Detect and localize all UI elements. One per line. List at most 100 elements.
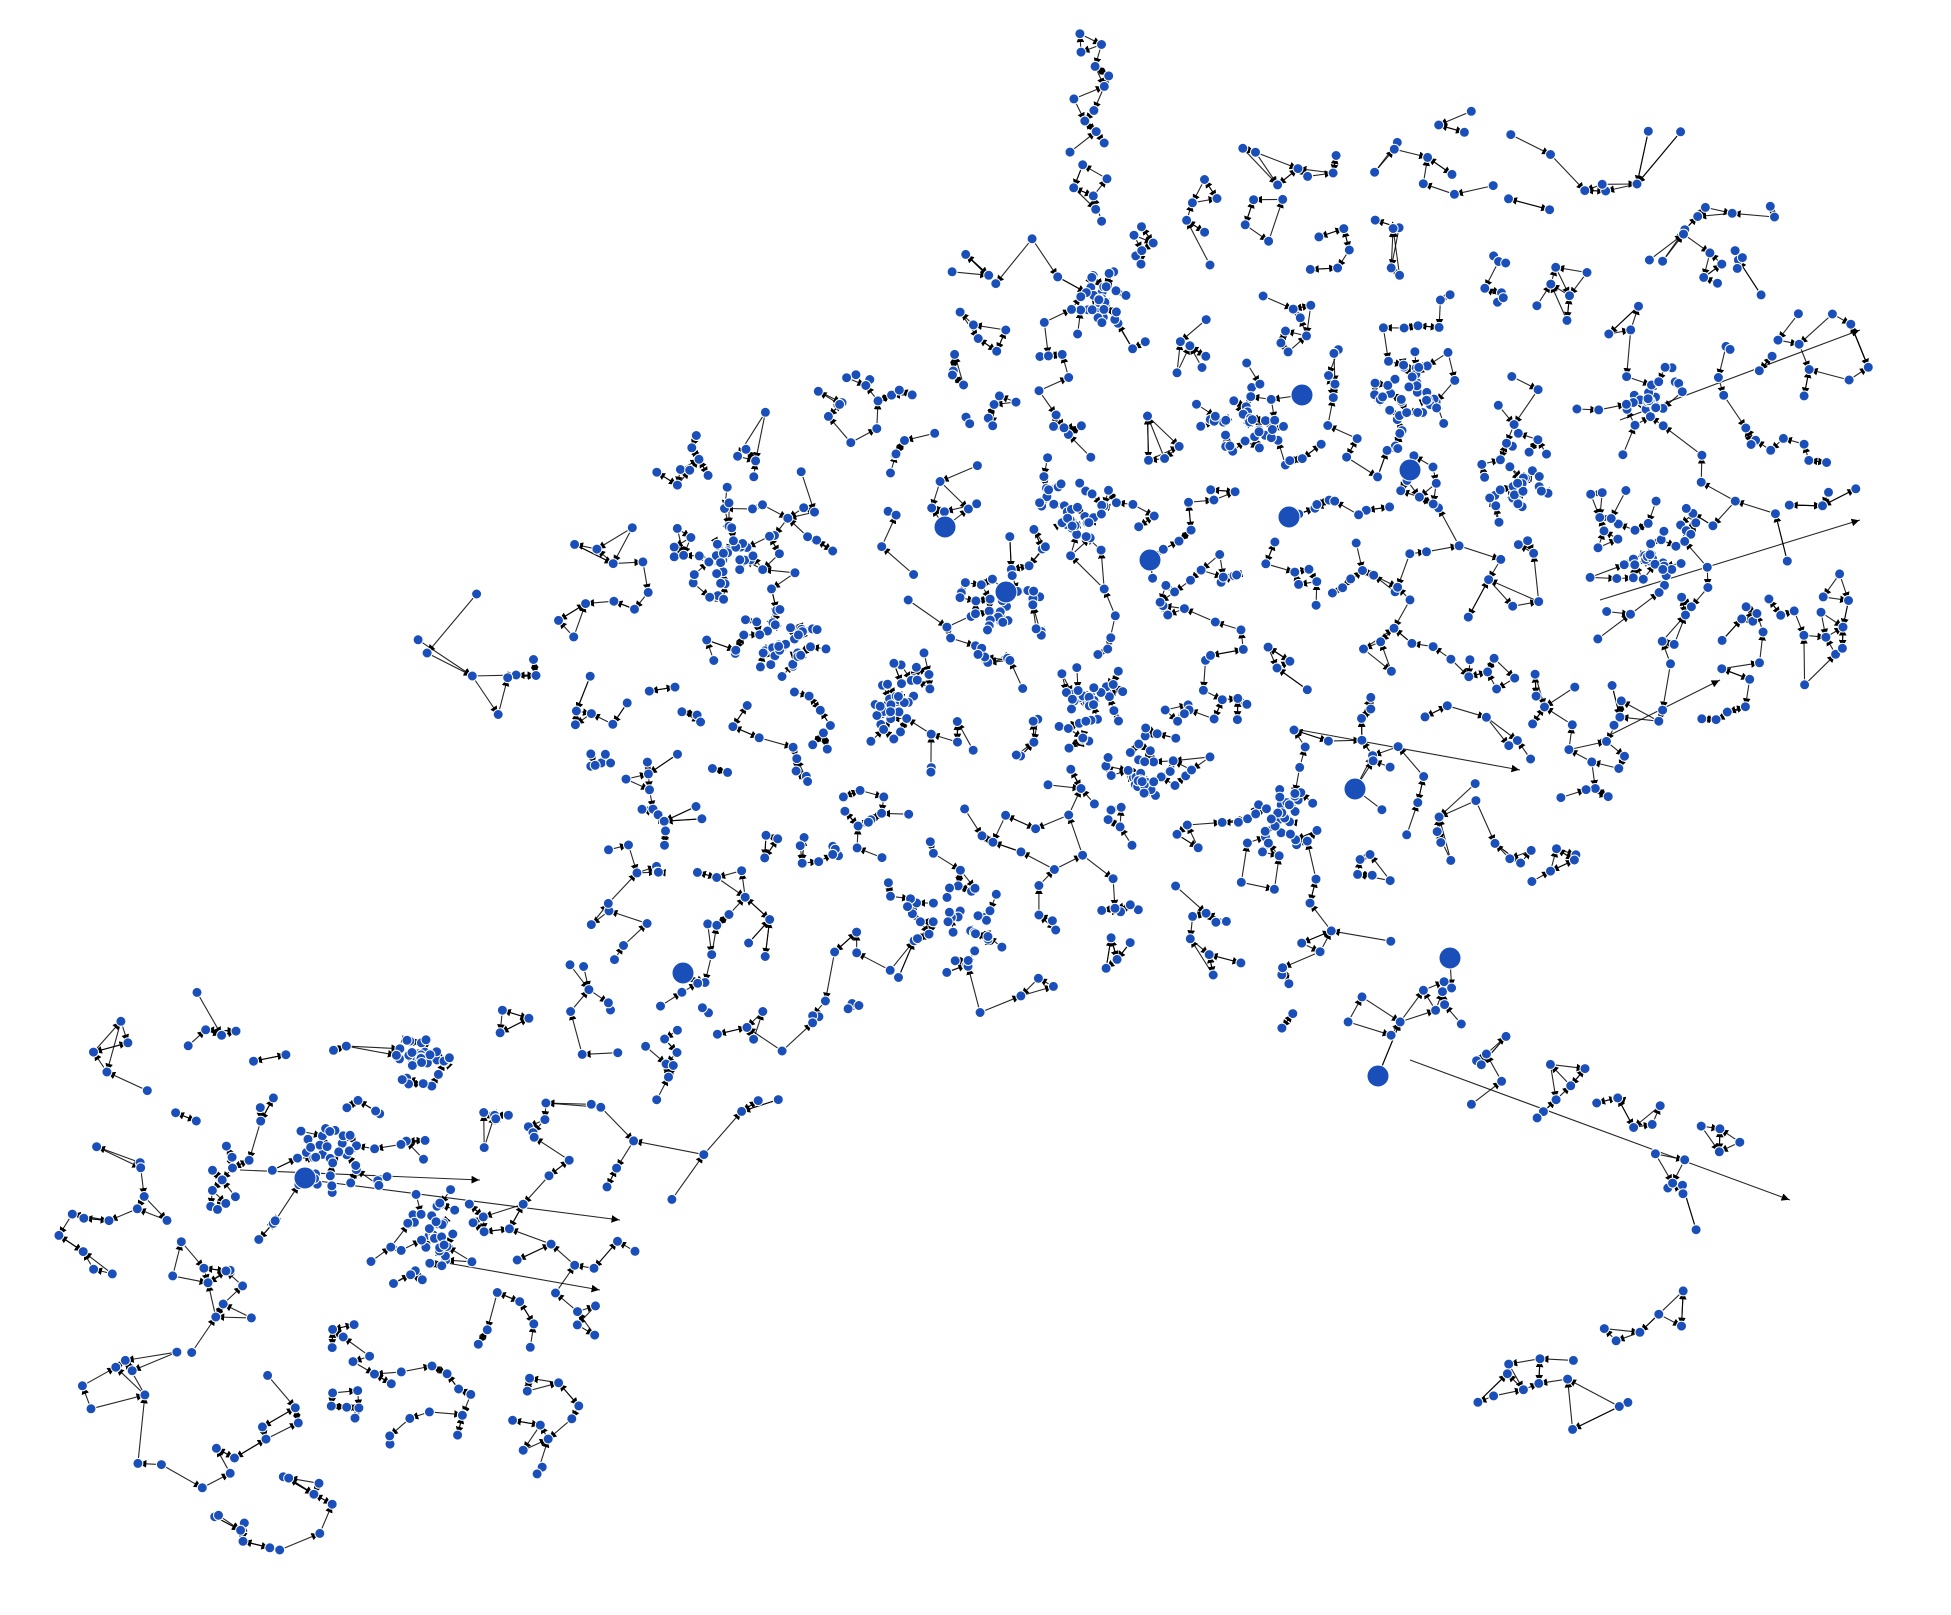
graph-node (872, 395, 884, 407)
graph-node (1283, 978, 1295, 990)
graph-node (971, 498, 983, 510)
directed-edge (1623, 329, 1632, 377)
graph-node (674, 464, 686, 475)
graph-node (1525, 753, 1537, 765)
directed-edge (648, 753, 678, 775)
directed-edge (1530, 553, 1540, 602)
directed-edge (1273, 855, 1282, 890)
graph-node (1135, 258, 1147, 270)
graph-node (1139, 336, 1151, 348)
graph-node (1169, 586, 1181, 598)
graph-node (395, 1244, 407, 1256)
graph-node (1482, 666, 1494, 678)
graph-node (1569, 681, 1581, 693)
graph-node (1103, 484, 1114, 496)
directed-edge (1369, 854, 1391, 881)
graph-node (1562, 1373, 1574, 1385)
graph-node (760, 829, 772, 841)
graph-node (528, 1131, 540, 1143)
graph-node (1028, 523, 1040, 535)
graph-node (1301, 330, 1312, 342)
graph-node (1629, 524, 1641, 536)
graph-node (676, 986, 688, 998)
graph-node (1228, 395, 1240, 407)
graph-node (196, 1482, 208, 1494)
graph-node (1365, 703, 1377, 715)
graph-node (1675, 558, 1687, 569)
directed-edge (247, 1120, 262, 1161)
graph-node (1046, 915, 1058, 927)
directed-edge (1568, 739, 1607, 751)
graph-node (924, 683, 936, 695)
graph-node (660, 825, 671, 837)
graph-node (206, 1184, 218, 1196)
graph-node (1199, 174, 1210, 185)
graph-node (1128, 229, 1140, 241)
graph-node (1304, 897, 1316, 909)
graph-node (171, 1346, 183, 1358)
graph-node (1392, 741, 1404, 753)
graph-node (1260, 415, 1271, 427)
directed-edge (995, 238, 1033, 284)
directed-edge (267, 1375, 296, 1409)
graph-node (946, 369, 958, 381)
graph-node (834, 398, 846, 410)
graph-node (704, 591, 716, 603)
graph-node (1526, 876, 1538, 887)
graph-node (862, 816, 874, 828)
graph-node (1385, 935, 1397, 947)
graph-node (927, 847, 939, 859)
graph-node (1102, 752, 1114, 763)
graph-node (1504, 461, 1516, 473)
graph-node (1151, 728, 1163, 740)
directed-edge (1210, 648, 1244, 658)
graph-node (1535, 485, 1547, 497)
graph-node (666, 1193, 678, 1205)
graph-node (1567, 1354, 1579, 1366)
graph-node (929, 427, 941, 439)
directed-edge (612, 527, 633, 564)
graph-node (1734, 1136, 1746, 1148)
directed-edge (1712, 500, 1736, 527)
graph-node (829, 946, 841, 958)
graph-node (914, 916, 926, 928)
graph-node (531, 1468, 543, 1480)
directed-edge (569, 1011, 583, 1055)
graph-node (892, 691, 904, 702)
graph-node (1133, 521, 1145, 533)
directed-edge (952, 270, 989, 279)
graph-node (1356, 734, 1368, 746)
graph-node (1430, 1004, 1442, 1016)
graph-node (591, 543, 603, 555)
graph-node (1803, 364, 1815, 375)
graph-node (1695, 1120, 1707, 1132)
graph-node (1798, 629, 1810, 641)
graph-node (759, 406, 771, 418)
graph-node (385, 1378, 397, 1390)
graph-node (517, 1444, 529, 1456)
graph-node (837, 791, 849, 803)
graph-node (524, 1372, 536, 1384)
graph-node (1657, 563, 1669, 575)
graph-node (827, 545, 839, 557)
graph-node (1237, 643, 1249, 655)
graph-node (1154, 596, 1166, 608)
graph-node (845, 437, 857, 449)
graph-node (1417, 984, 1429, 996)
directed-edge (753, 412, 766, 462)
graph-node (568, 631, 580, 643)
graph-node (776, 671, 788, 682)
graph-node (344, 1129, 356, 1141)
graph-node (1178, 708, 1190, 720)
graph-node (220, 1140, 232, 1152)
graph-node (1430, 477, 1442, 489)
graph-node (1716, 663, 1728, 675)
graph-node (1038, 471, 1050, 483)
graph-node (1178, 603, 1190, 615)
graph-node (1667, 1177, 1679, 1189)
graph-node (517, 1198, 529, 1210)
directed-edge (1361, 996, 1401, 1023)
graph-node (1105, 632, 1117, 644)
graph-node (1113, 715, 1124, 727)
graph-node (685, 532, 697, 543)
